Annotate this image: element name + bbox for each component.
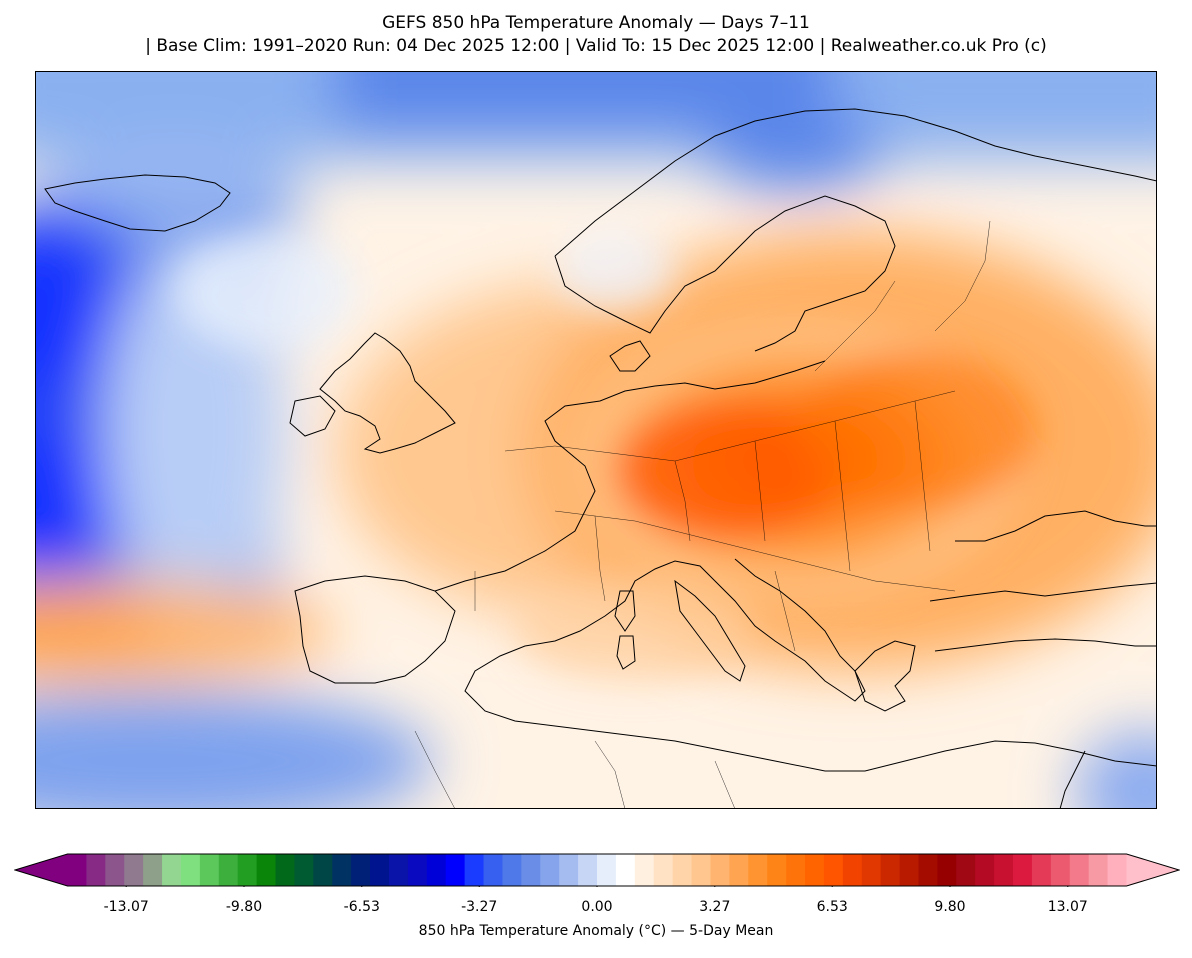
anomaly-field [35,71,1157,809]
colorbar-tick-label: -3.27 [461,899,498,915]
colorbar-segment [861,854,882,886]
colorbar-segment [332,854,352,886]
colorbar-segment [899,854,920,886]
colorbar-label: 850 hPa Temperature Anomaly (°C) — 5-Day… [418,923,774,939]
colorbar-segment [634,854,655,886]
colorbar-segment [313,854,333,886]
colorbar-segment [464,854,485,886]
map-title: GEFS 850 hPa Temperature Anomaly — Days … [382,13,810,33]
colorbar-segment [823,854,844,886]
colorbar-segment [842,854,863,886]
colorbar-segment [218,854,239,886]
colorbar-segment [559,854,579,886]
colorbar-segment [937,854,957,886]
colorbar-segment [162,854,182,886]
colorbar-segment [748,854,768,886]
colorbar-tick-label: 6.53 [816,899,848,915]
colorbar-segment [653,854,674,886]
colorbar-segment [407,854,428,886]
colorbar-segment [710,854,730,886]
colorbar-segment [483,854,504,886]
colorbar-segment [256,854,277,886]
map-frame [35,71,1157,809]
colorbar-segment [426,854,447,886]
colorbar-tickmarks [125,886,1069,887]
colorbar-extend-high [1126,854,1179,886]
colorbar-outline [14,853,1180,887]
colorbar-segment [105,854,125,886]
colorbar-segment [1031,854,1052,886]
colorbar-segment [67,854,88,886]
colorbar-tick-label: -13.07 [103,899,149,915]
colorbar-segment [502,854,522,886]
colorbar-tick-label: -6.53 [343,899,380,915]
colorbar-segment [351,854,371,886]
colorbar-segment [370,854,390,886]
colorbar-segment [1107,854,1128,886]
anomaly-map [35,71,1157,809]
colorbar-segment [294,854,314,886]
borders [414,220,991,809]
colorbar-segment [918,854,938,886]
colorbar [14,853,1180,887]
colorbar-segment [691,854,712,886]
colorbar-tick-label: 0.00 [581,899,613,915]
colorbar-segments [15,854,1179,886]
coastlines [44,108,1157,809]
colorbar-extend-low [15,854,68,886]
colorbar-segment [1069,854,1090,886]
colorbar-segment [729,854,749,886]
colorbar-segment [994,854,1014,886]
colorbar-segment [767,854,787,886]
colorbar-tick-label: 9.80 [934,899,966,915]
colorbar-segment [124,854,144,886]
colorbar-segment [388,854,409,886]
colorbar-segment [445,854,466,886]
colorbar-segment [672,854,693,886]
colorbar-tick-label: -9.80 [225,899,263,915]
colorbar-segment [143,854,163,886]
colorbar-segment [237,854,258,886]
colorbar-segment [880,854,901,886]
colorbar-segment [1013,854,1033,886]
colorbar-segment [956,854,976,886]
colorbar-segment [615,854,636,886]
colorbar-segment [786,854,806,886]
colorbar-segment [597,854,617,886]
colorbar-segment [1088,854,1109,886]
colorbar-tick-label: 13.07 [1047,899,1088,915]
colorbar-segment [805,854,825,886]
colorbar-segment [578,854,598,886]
colorbar-segment [540,854,560,886]
colorbar-segment [1050,854,1071,886]
colorbar-segment [180,854,201,886]
colorbar-segment [86,854,106,886]
colorbar-tick-label: 3.27 [699,899,731,915]
colorbar-segment [975,854,995,886]
colorbar-segment [521,854,541,886]
colorbar-segment [199,854,220,886]
map-subtitle: | Base Clim: 1991–2020 Run: 04 Dec 2025 … [145,36,1047,56]
colorbar-segment [275,854,296,886]
